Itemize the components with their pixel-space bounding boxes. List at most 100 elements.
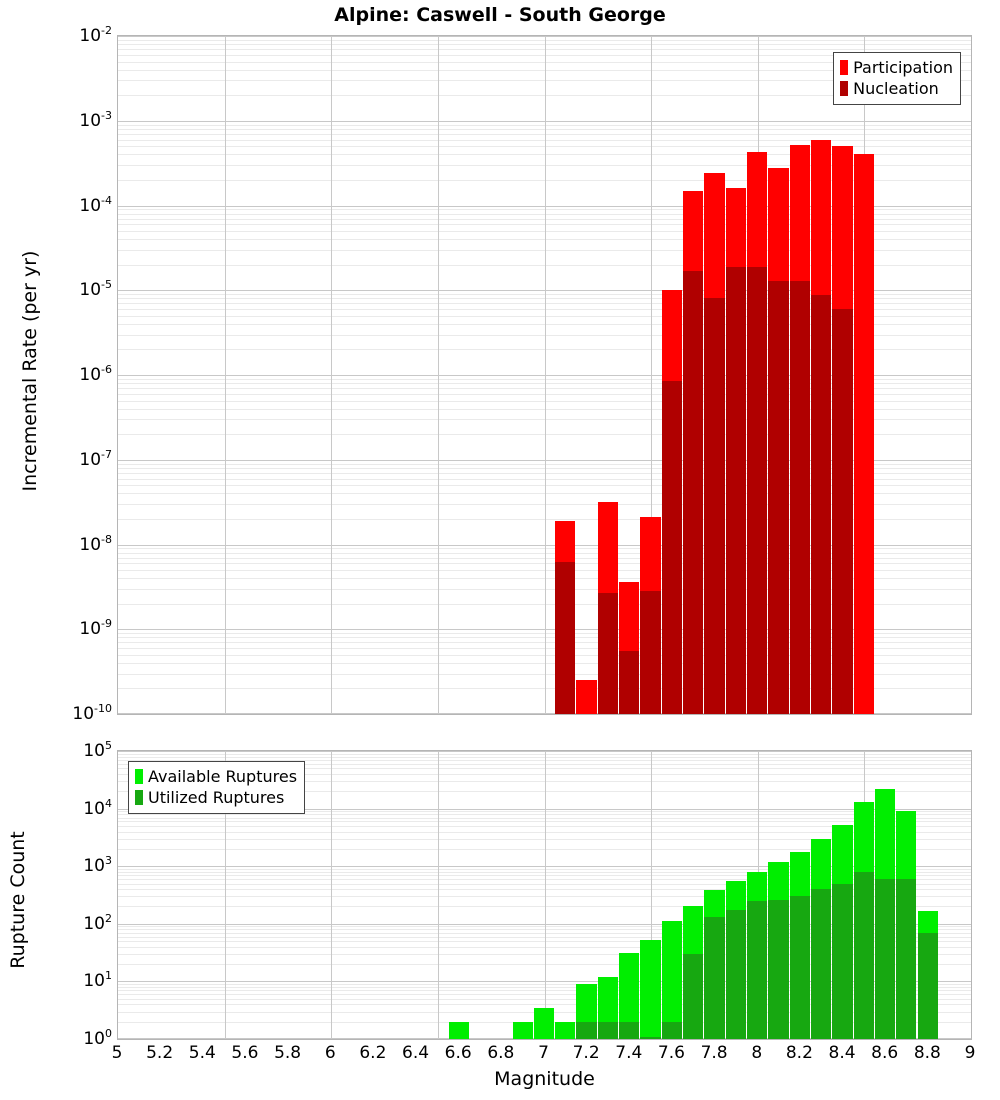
x-tick-label: 7 <box>538 1043 549 1063</box>
gridline-minor-horizontal <box>118 485 971 486</box>
gridline-minor-horizontal <box>118 818 971 819</box>
bar-available-ruptures <box>661 921 682 1039</box>
gridline-major-vertical <box>651 36 652 714</box>
y-axis-label-rupture-count: Rupture Count <box>7 831 29 969</box>
gridline-major-vertical <box>438 751 439 1039</box>
gridline-minor-horizontal <box>118 990 971 991</box>
gridline-minor-horizontal <box>118 889 971 890</box>
bar-utilized-ruptures <box>768 899 789 1039</box>
gridline-minor-horizontal <box>118 519 971 520</box>
gridline-minor-horizontal <box>118 335 971 336</box>
bar-nucleation <box>725 266 746 714</box>
y-tick-label: 100 <box>83 1027 112 1049</box>
bar-utilized-ruptures <box>725 909 746 1039</box>
gridline-minor-horizontal <box>118 760 971 761</box>
y-tick-label: 10-6 <box>79 363 112 385</box>
legend-rupture-count-item: Utilized Ruptures <box>135 787 297 808</box>
legend-swatch-icon <box>135 790 143 806</box>
x-tick-label: 7.2 <box>572 1043 600 1063</box>
gridline-minor-horizontal <box>118 473 971 474</box>
x-tick-label: 5.8 <box>274 1043 302 1063</box>
legend-label: Utilized Ruptures <box>148 788 285 808</box>
gridline-minor-horizontal <box>118 999 971 1000</box>
x-axis-ticks: 5 5.2 5.4 5.6 5.8 6 6.2 6.4 6.6 6.8 7 7.2 7.4 7.6 7.8 8… <box>112 1043 976 1067</box>
legend-swatch-icon <box>135 769 143 785</box>
gridline-minor-horizontal <box>118 125 971 126</box>
bar-nucleation <box>811 294 832 714</box>
gridline-minor-horizontal <box>118 994 971 995</box>
gridline-minor-horizontal <box>118 140 971 141</box>
gridline-minor-horizontal <box>118 604 971 605</box>
gridline-major-vertical <box>651 751 652 1039</box>
gridline-minor-horizontal <box>118 987 971 988</box>
bar-utilized-ruptures <box>661 1021 682 1039</box>
gridline-minor-horizontal <box>118 814 971 815</box>
bar-available-ruptures <box>448 1021 469 1039</box>
gridline-minor-horizontal <box>118 964 971 965</box>
rupture-count-plot-area <box>118 751 971 1039</box>
legend-label: Available Ruptures <box>148 767 298 786</box>
bar-nucleation <box>661 380 682 714</box>
gridline-major-horizontal <box>118 375 971 376</box>
gridline-minor-horizontal <box>118 324 971 325</box>
y-tick-label: 104 <box>83 796 112 819</box>
legend-rupture-count: Available Ruptures Utilized Ruptures <box>128 761 306 815</box>
incremental-rate-plot-area <box>118 36 971 714</box>
gridline-minor-horizontal <box>118 434 971 435</box>
gridline-minor-horizontal <box>118 401 971 402</box>
x-tick-label: 8.4 <box>828 1043 856 1063</box>
bar-available-ruptures <box>640 940 661 1039</box>
gridline-minor-horizontal <box>118 774 971 775</box>
x-tick-label: 5.6 <box>231 1043 259 1063</box>
incremental-rate-plot: Participation Nucleation <box>117 35 972 715</box>
gridline-major-horizontal <box>118 751 971 752</box>
x-tick-label: 5 <box>111 1043 123 1063</box>
gridline-major-horizontal <box>118 713 971 714</box>
bar-utilized-ruptures <box>832 883 853 1039</box>
bar-nucleation <box>619 651 640 714</box>
bar-nucleation <box>597 592 618 714</box>
gridline-minor-horizontal <box>118 633 971 634</box>
bar-nucleation <box>832 309 853 714</box>
bar-available-ruptures <box>555 1021 576 1039</box>
gridline-minor-horizontal <box>118 929 971 930</box>
gridline-minor-horizontal <box>118 879 971 880</box>
bar-utilized-ruptures <box>875 878 896 1039</box>
gridline-minor-horizontal <box>118 548 971 549</box>
gridline-minor-horizontal <box>118 379 971 380</box>
gridline-minor-horizontal <box>118 468 971 469</box>
bar-available-ruptures <box>619 953 640 1039</box>
legend-incremental-rate-item: Participation <box>840 57 953 78</box>
x-tick-label: 5.4 <box>188 1043 216 1063</box>
gridline-minor-horizontal <box>118 563 971 564</box>
x-tick-label: 8 <box>751 1043 763 1063</box>
y-tick-label: 10-3 <box>79 108 112 131</box>
gridline-minor-horizontal <box>118 49 971 50</box>
x-tick-label: 8.6 <box>871 1043 899 1063</box>
legend-label: Participation <box>853 58 953 77</box>
gridline-minor-horizontal <box>118 754 971 755</box>
bar-nucleation <box>640 591 661 714</box>
bar-utilized-ruptures <box>811 889 832 1039</box>
y-tick-label: 10-8 <box>79 532 112 555</box>
gridline-minor-horizontal <box>118 869 971 870</box>
x-tick-label: 8.2 <box>785 1043 813 1063</box>
x-tick-label: 6.4 <box>402 1043 430 1063</box>
gridline-major-horizontal <box>118 121 971 122</box>
legend-swatch-icon <box>840 81 849 97</box>
gridline-minor-horizontal <box>118 926 971 927</box>
bar-nucleation <box>789 280 810 714</box>
gridline-major-horizontal <box>118 629 971 630</box>
y-axis-label-incremental-rate: Incremental Rate (per yr) <box>19 250 41 492</box>
gridline-minor-horizontal <box>118 493 971 494</box>
gridline-minor-horizontal <box>118 70 971 71</box>
gridline-minor-horizontal <box>118 419 971 420</box>
bar-participation <box>853 153 874 714</box>
x-tick-label: 5.2 <box>146 1043 174 1063</box>
gridline-minor-horizontal <box>118 688 971 689</box>
bar-utilized-ruptures <box>576 1021 597 1039</box>
x-tick-label: 7.6 <box>657 1043 685 1063</box>
bar-nucleation <box>704 298 725 714</box>
bar-utilized-ruptures <box>619 1021 640 1039</box>
gridline-minor-horizontal <box>118 62 971 63</box>
